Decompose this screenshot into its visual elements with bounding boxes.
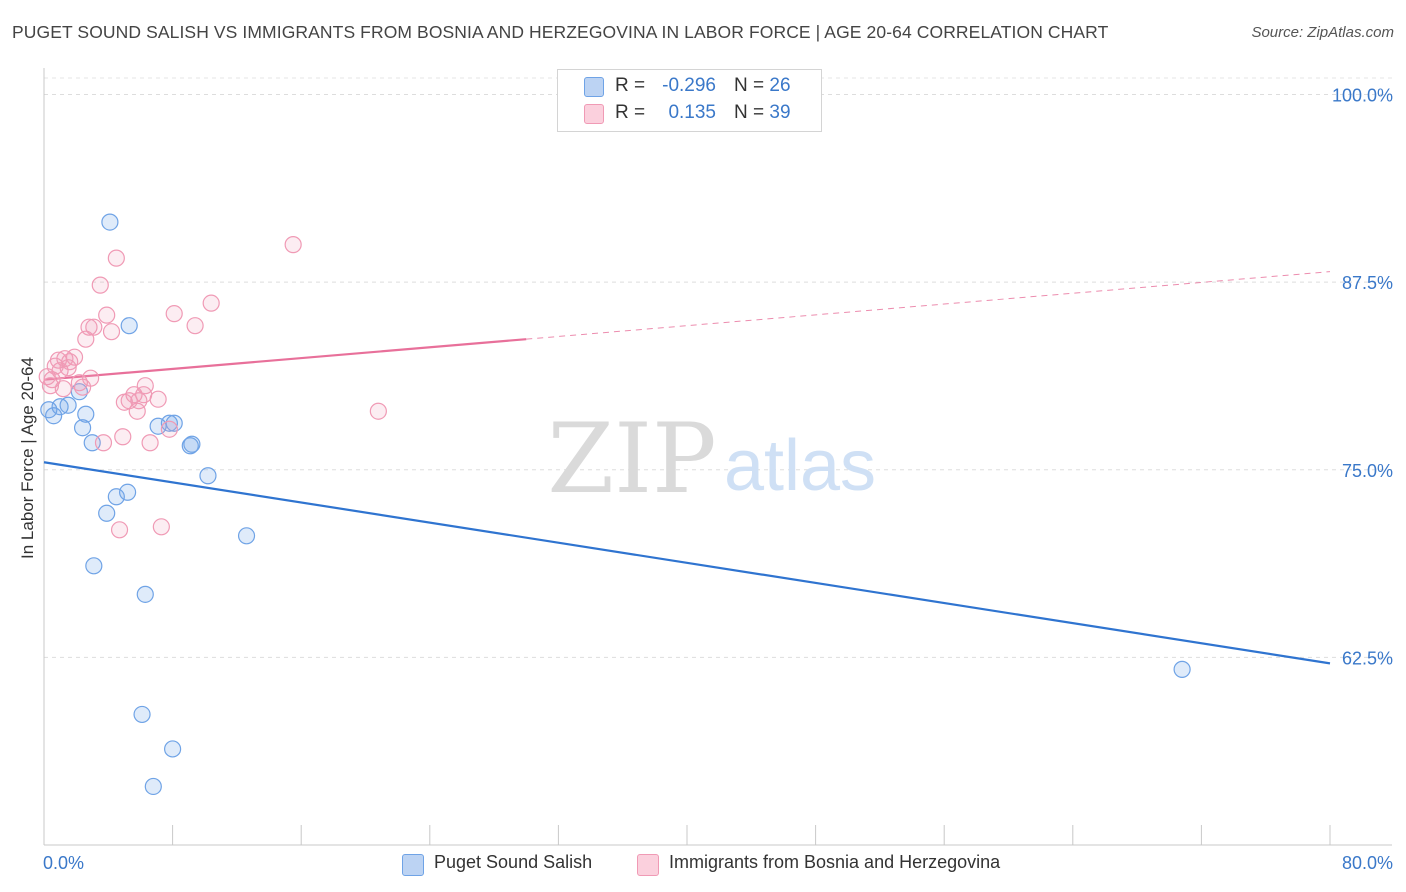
bosnia-point <box>114 428 132 446</box>
y-tick-label: 87.5% <box>1342 273 1393 293</box>
legend-label: Immigrants from Bosnia and Herzegovina <box>669 852 1001 872</box>
tick-labels: 62.5% 75.0% 87.5% 100.0% 0.0% 80.0% <box>43 86 1393 873</box>
legend-n-label: N = 39 <box>734 102 791 124</box>
bosnia-point <box>102 323 121 341</box>
salish-point <box>85 557 103 575</box>
bosnia-point <box>369 402 387 420</box>
salish-point <box>133 705 151 724</box>
x-tick-label: 80.0% <box>1342 853 1393 873</box>
salish-point <box>199 467 217 485</box>
bosnia-point <box>94 434 113 452</box>
bosnia-point <box>82 369 100 387</box>
bosnia-point <box>165 305 183 323</box>
salish-point <box>101 213 119 231</box>
legend-label: Puget Sound Salish <box>434 852 593 872</box>
bosnia-point <box>186 317 204 335</box>
salish-point <box>73 419 92 437</box>
bosnia-point <box>41 377 60 395</box>
data-points <box>38 213 1191 796</box>
salish-point <box>107 488 125 506</box>
source-credit: Source: ZipAtlas.com <box>1251 24 1394 41</box>
legend-n-value: 39 <box>769 102 791 123</box>
bosnia-point <box>80 318 98 336</box>
legend-swatch-pink <box>584 104 604 124</box>
bosnia-point <box>54 380 72 398</box>
bosnia-point <box>160 420 178 438</box>
legend-r-label: R = <box>615 75 646 96</box>
correlation-legend: R = -0.296 N = 26 R = 0.135 N = 39 <box>557 69 822 132</box>
salish-point <box>160 414 178 432</box>
x-tick-label: 0.0% <box>43 853 84 873</box>
legend-n-label: N = 26 <box>734 75 791 97</box>
trendlines <box>43 271 1331 665</box>
salish-point <box>1173 660 1191 678</box>
bosnia-trendline <box>43 338 527 381</box>
salish-point <box>144 777 162 796</box>
bosnia-point <box>98 306 116 324</box>
bosnia-point <box>59 359 77 377</box>
salish-point <box>237 527 256 545</box>
bosnia-point <box>141 434 159 452</box>
salish-point <box>59 396 77 414</box>
salish-point <box>118 483 137 501</box>
bosnia-trendline-extension <box>526 271 1331 340</box>
watermark-zip: ZIP <box>547 403 716 515</box>
salish-point <box>45 407 63 425</box>
y-tick-label: 100.0% <box>1332 86 1393 106</box>
salish-point <box>164 740 182 758</box>
y-tick-label: 62.5% <box>1342 648 1393 668</box>
bosnia-point <box>149 390 167 408</box>
salish-point <box>149 417 167 435</box>
y-tick-label: 75.0% <box>1342 461 1393 481</box>
bosnia-point <box>284 236 302 254</box>
salish-point <box>120 317 138 335</box>
chart-title: PUGET SOUND SALISH VS IMMIGRANTS FROM BO… <box>12 22 1109 42</box>
salish-point <box>136 585 154 603</box>
bosnia-point <box>202 294 220 312</box>
salish-point <box>183 435 201 453</box>
legend-swatch-blue <box>584 77 604 97</box>
bosnia-point <box>110 521 129 539</box>
axes <box>43 68 1392 846</box>
salish-point <box>77 405 95 423</box>
legend-swatch-blue <box>402 854 424 876</box>
legend-r-label: R = <box>615 102 646 123</box>
bosnia-point <box>152 518 170 536</box>
salish-point <box>98 504 116 522</box>
bosnia-point <box>91 276 109 294</box>
gridlines <box>44 77 1392 658</box>
legend-n-text: N = <box>734 75 765 96</box>
legend-r-value: -0.296 <box>662 75 716 96</box>
bosnia-point <box>85 318 103 336</box>
legend-n-value: 26 <box>769 75 791 96</box>
watermark-atlas: atlas <box>724 426 876 506</box>
legend-r-value: 0.135 <box>668 102 716 123</box>
bosnia-point <box>65 348 84 366</box>
bosnia-point <box>107 249 125 267</box>
bosnia-point <box>136 377 154 395</box>
legend-swatch-pink <box>637 854 659 876</box>
legend-n-text: N = <box>734 102 765 123</box>
salish-trendline <box>43 461 1331 665</box>
